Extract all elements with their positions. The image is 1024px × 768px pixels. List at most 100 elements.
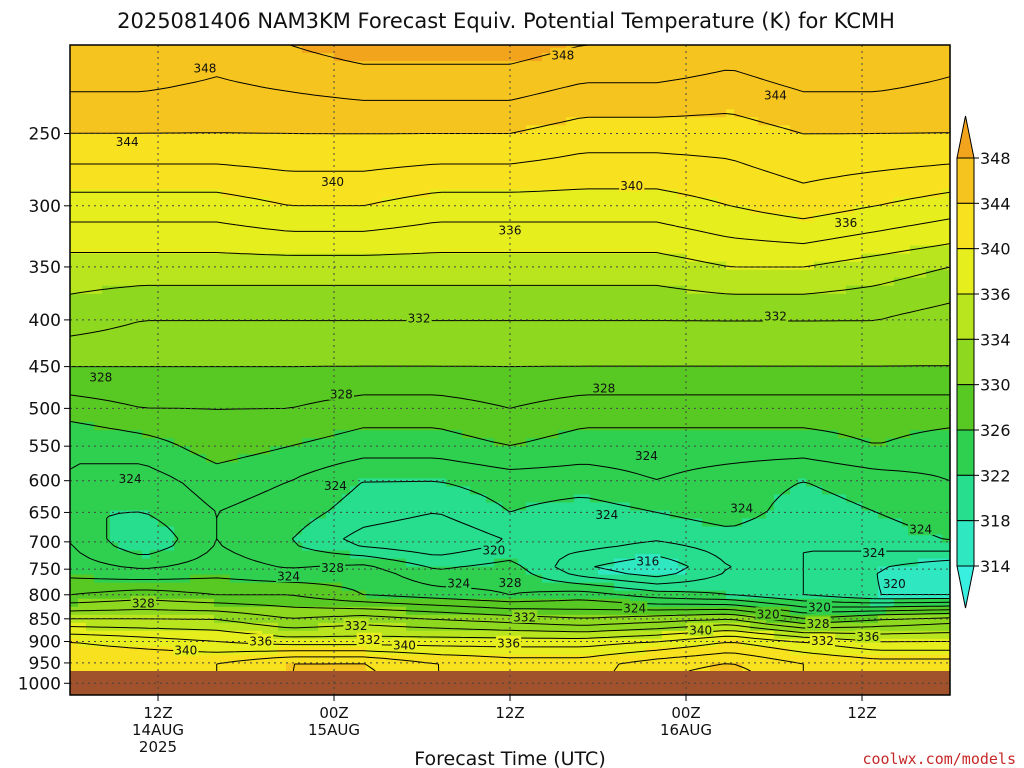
field-cell [382,317,391,327]
field-cell [686,253,695,263]
field-cell [902,61,911,70]
field-cell [86,398,95,407]
field-cell [742,45,751,54]
field-cell [438,253,447,263]
field-cell [150,213,159,223]
field-cell [134,61,143,70]
field-cell [326,125,335,134]
field-cell [462,374,471,383]
field-cell [78,358,87,367]
field-cell [694,85,703,94]
field-cell [710,366,719,375]
field-cell [430,325,439,335]
field-cell [574,390,583,399]
field-cell [414,213,423,223]
field-cell [278,141,287,150]
field-cell [254,117,263,126]
field-cell [454,85,463,94]
field-cell [790,53,799,62]
field-cell [838,45,847,54]
field-cell [542,293,551,303]
field-cell [286,221,295,231]
field-cell [286,269,295,279]
field-cell [142,93,151,102]
field-cell [926,358,935,367]
field-cell [470,85,479,94]
field-cell [510,125,519,134]
field-cell [830,93,839,102]
field-cell [766,53,775,62]
field-cell [294,293,303,303]
field-cell [318,141,327,150]
field-cell [790,317,799,327]
field-cell [822,221,831,231]
field-cell [310,45,319,54]
field-cell [502,109,511,118]
field-cell [174,45,183,54]
field-cell [270,261,279,271]
field-cell [862,293,871,303]
field-cell [158,133,167,142]
field-cell [766,133,775,142]
field-cell [246,341,255,351]
field-cell [214,374,223,383]
field-cell [662,374,671,383]
field-cell [166,133,175,142]
field-cell [798,341,807,351]
field-cell [654,245,663,255]
field-cell [270,349,279,359]
field-cell [670,69,679,78]
field-cell [646,101,655,110]
field-cell [302,69,311,78]
field-cell [414,349,423,359]
field-cell [630,293,639,303]
field-cell [166,237,175,247]
field-cell [734,293,743,303]
field-cell [630,237,639,247]
field-cell [790,358,799,367]
field-cell [302,205,311,215]
field-cell [590,165,599,175]
field-cell [390,69,399,78]
field-cell [174,85,183,94]
field-cell [174,358,183,367]
field-cell [350,325,359,335]
field-cell [590,253,599,263]
field-cell [214,341,223,351]
field-cell [110,181,119,191]
field-cell [926,333,935,343]
field-cell [742,53,751,62]
field-cell [862,181,871,191]
field-cell [254,406,263,415]
field-cell [350,245,359,255]
field-cell [918,93,927,102]
field-cell [822,45,831,54]
field-cell [422,125,431,134]
field-cell [550,269,559,279]
field-cell [734,221,743,231]
field-cell [374,133,383,142]
field-cell [118,382,127,391]
field-cell [230,165,239,175]
field-cell [638,245,647,255]
field-cell [814,141,823,150]
field-cell [230,117,239,126]
field-cell [598,245,607,255]
field-cell [302,197,311,207]
field-cell [870,293,879,303]
field-cell [310,349,319,359]
field-cell [622,398,631,407]
field-cell [790,374,799,383]
field-cell [854,261,863,271]
field-cell [918,213,927,223]
field-cell [350,69,359,78]
field-cell [326,157,335,166]
field-cell [662,229,671,239]
field-cell [742,125,751,134]
field-cell [222,53,231,62]
field-cell [486,358,495,367]
field-cell [526,205,535,215]
field-cell [598,189,607,199]
field-cell [710,117,719,126]
field-cell [574,173,583,183]
